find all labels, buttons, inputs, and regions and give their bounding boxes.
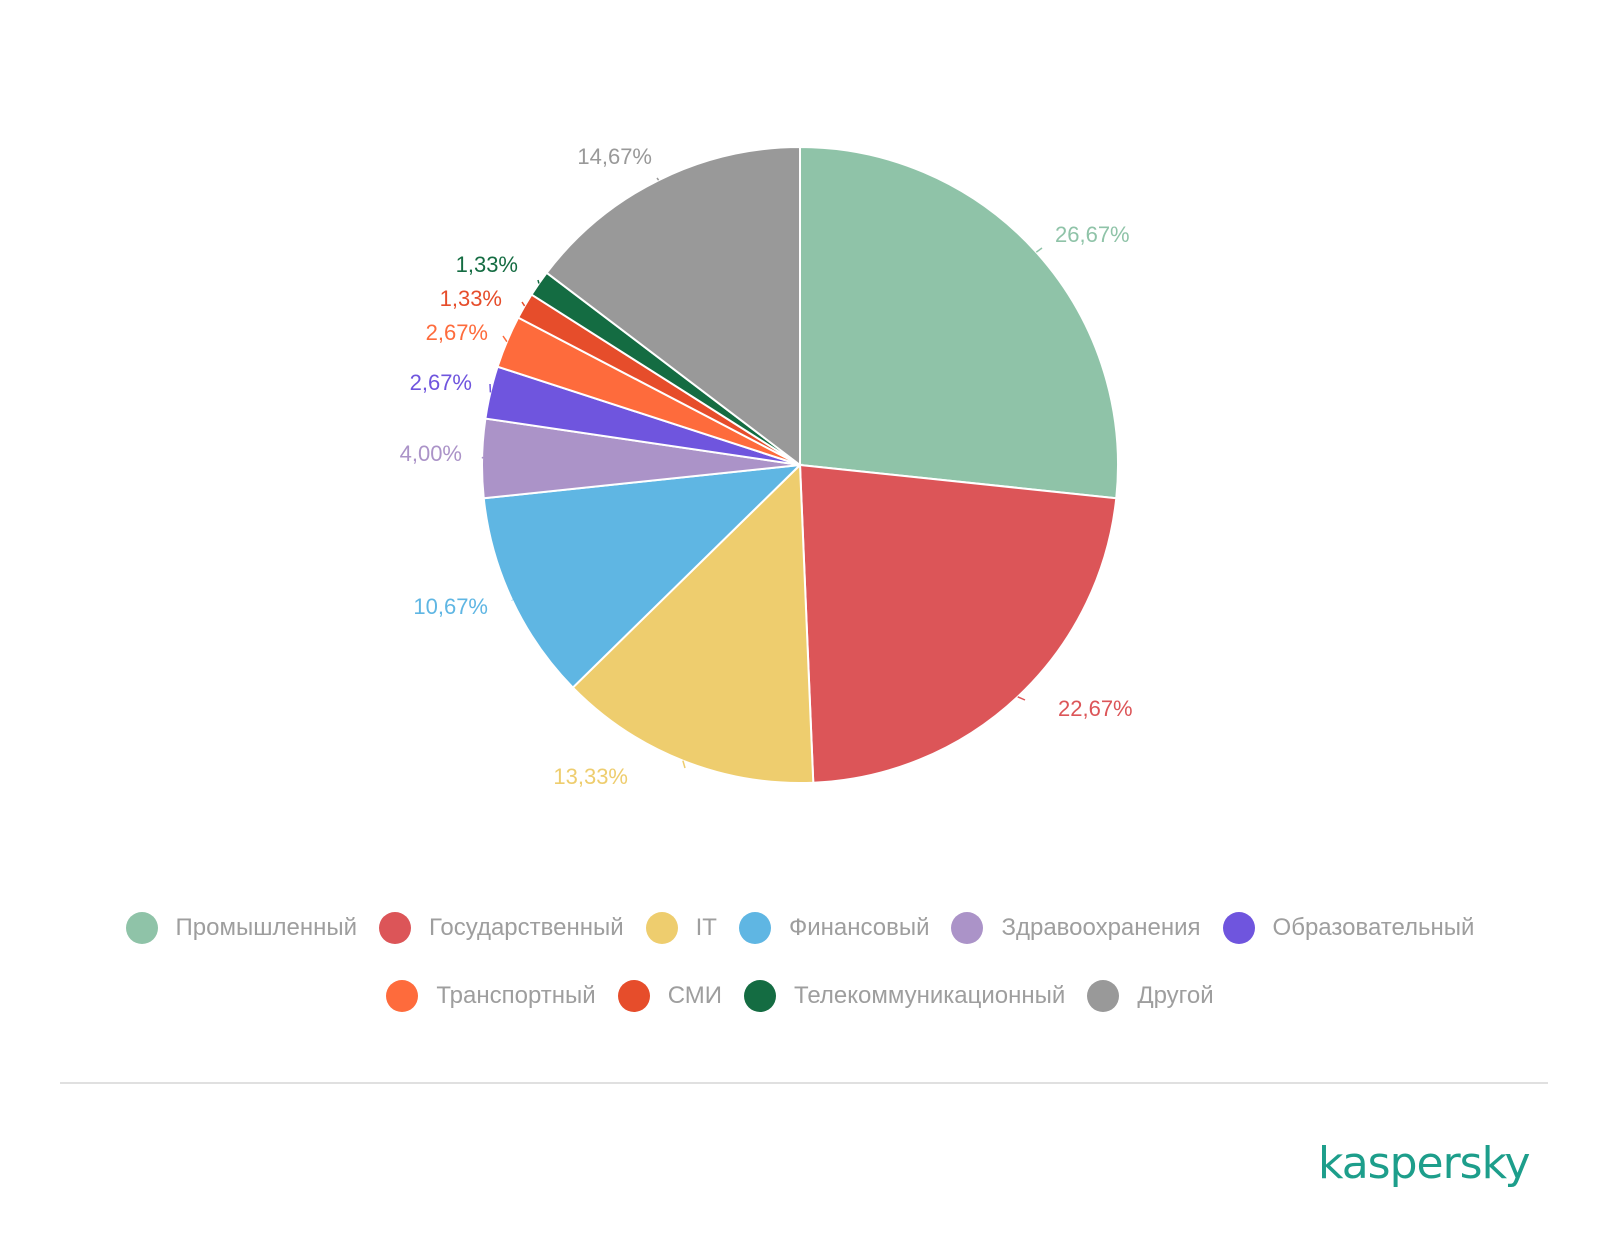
legend-swatch — [125, 912, 158, 944]
legend-label: Финансовый — [788, 914, 930, 941]
legend-item-it: IT — [645, 912, 717, 944]
legend-label: IT — [695, 914, 717, 941]
legend-item-government: Государственный — [379, 912, 624, 944]
legend-swatch — [951, 912, 984, 944]
legend-swatch — [1222, 912, 1255, 944]
legend-label: Телекоммуникационный — [794, 982, 1066, 1009]
divider — [60, 1082, 1548, 1084]
legend-label: Промышленный — [175, 914, 357, 941]
legend-label: СМИ — [667, 982, 722, 1009]
data-label-government: 22,67% — [1058, 696, 1133, 721]
leader-line-industrial — [1035, 247, 1043, 253]
kaspersky-logo: kaspersky — [1318, 1138, 1531, 1189]
legend-label: Другой — [1137, 982, 1214, 1009]
legend-swatch — [744, 980, 776, 1012]
legend-item-other: Другой — [1087, 980, 1214, 1012]
legend-row: Промышленный Государственный IT Финансовый З… — [0, 912, 1600, 944]
legend-item-industrial: Промышленный — [125, 912, 357, 944]
legend-swatch — [1087, 980, 1120, 1012]
data-label-media: 1,33% — [440, 286, 502, 311]
pie-slice-industrial — [799, 145, 1119, 500]
legend-label: Здравоохранения — [1001, 914, 1201, 941]
legend-swatch — [617, 980, 650, 1012]
data-label-education: 2,67% — [410, 370, 472, 395]
data-label-transport: 2,67% — [426, 320, 488, 345]
legend-item-telecom: Телекоммуникационный — [744, 980, 1065, 1012]
data-label-telecom: 1,33% — [456, 252, 518, 277]
legend-swatch — [386, 980, 419, 1012]
legend-item-education: Образовательный — [1222, 912, 1475, 944]
data-label-industrial: 26,67% — [1055, 222, 1130, 247]
leader-line-healthcare — [481, 456, 484, 459]
legend-item-media: СМИ — [617, 980, 722, 1012]
pie-slice-government — [798, 463, 1118, 784]
pie-slice-financial — [482, 463, 803, 689]
leader-line-government — [1017, 696, 1026, 701]
legend-swatch — [738, 912, 771, 944]
legend-swatch — [645, 912, 678, 944]
leader-line-transport — [502, 335, 508, 343]
data-label-other: 14,67% — [577, 144, 652, 169]
data-label-healthcare: 4,00% — [400, 441, 462, 466]
legend-item-healthcare: Здравоохранения — [951, 912, 1201, 944]
legend-swatch — [379, 912, 411, 944]
leader-line-it — [682, 760, 686, 769]
leader-line-telecom — [537, 279, 540, 284]
legend-label: Образовательный — [1272, 914, 1475, 941]
leader-line-other — [656, 177, 660, 181]
legend-item-transport: Транспортный — [386, 980, 596, 1012]
data-label-it: 13,33% — [553, 764, 628, 789]
pie-chart: 26,67% 22,67% 13,33% 10,67% 4,00% 2,67% 2,67% 1… — [400, 144, 1133, 789]
legend-label: Транспортный — [436, 982, 596, 1009]
pie-slice-it — [571, 462, 815, 784]
legend-item-financial: Финансовый — [738, 912, 930, 944]
data-label-financial: 10,67% — [413, 594, 488, 619]
legend-label: Государственный — [429, 914, 624, 941]
leader-line-media — [521, 301, 526, 307]
legend-row: Транспортный СМИ Телекоммуникационный Друго… — [0, 980, 1600, 1012]
